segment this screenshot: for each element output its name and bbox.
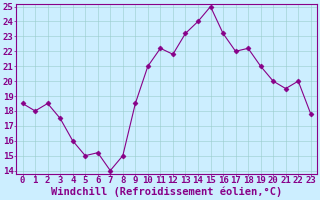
X-axis label: Windchill (Refroidissement éolien,°C): Windchill (Refroidissement éolien,°C) [51,187,282,197]
